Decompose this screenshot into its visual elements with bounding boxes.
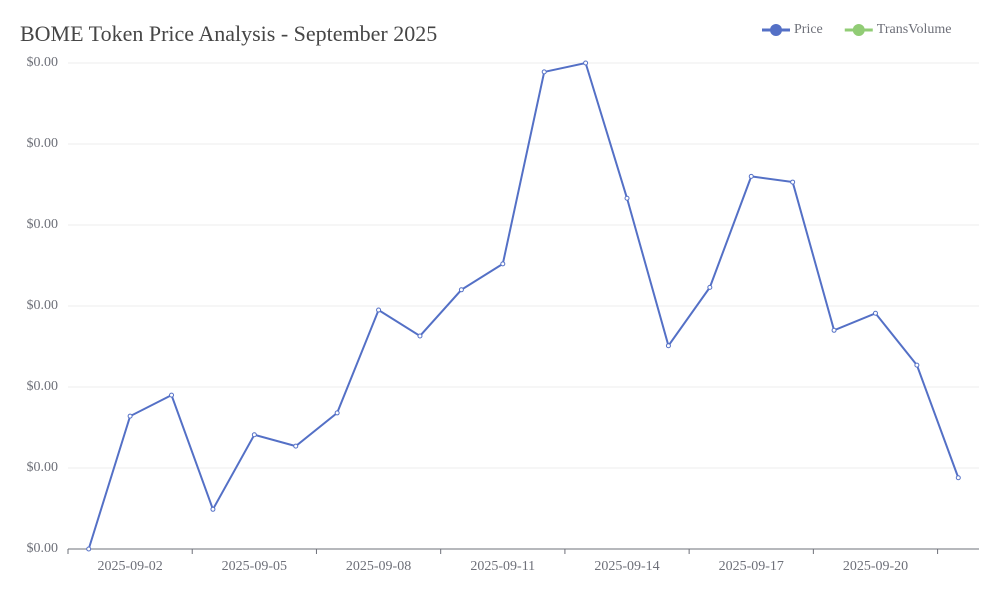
x-tick-label: 2025-09-08 xyxy=(346,559,411,574)
x-tick-label: 2025-09-11 xyxy=(470,559,535,574)
point xyxy=(583,60,589,66)
point xyxy=(458,287,464,293)
point xyxy=(293,443,299,449)
y-tick-label: $0.00 xyxy=(27,136,59,151)
point xyxy=(665,343,671,349)
point xyxy=(707,284,713,290)
legend-label: Price xyxy=(794,22,823,37)
point xyxy=(790,179,796,185)
point xyxy=(376,307,382,313)
x-tick-label: 2025-09-02 xyxy=(97,559,162,574)
point xyxy=(955,475,961,481)
y-tick-label: $0.00 xyxy=(27,217,59,232)
y-tick-label: $0.00 xyxy=(27,55,59,70)
x-tick-label: 2025-09-17 xyxy=(719,559,784,574)
y-tick-label: $0.00 xyxy=(27,298,59,313)
point xyxy=(872,310,878,316)
point xyxy=(748,173,754,179)
point xyxy=(251,432,257,438)
point xyxy=(210,506,216,512)
y-tick-label: $0.00 xyxy=(27,541,59,556)
chart-title: BOME Token Price Analysis - September 20… xyxy=(20,21,437,46)
legend-label: TransVolume xyxy=(877,22,952,37)
y-tick-label: $0.00 xyxy=(27,460,59,475)
point xyxy=(169,392,175,398)
point xyxy=(86,546,92,552)
price-line xyxy=(87,61,960,550)
legend-dot xyxy=(852,24,865,36)
point xyxy=(500,261,506,267)
x-tick-label: 2025-09-14 xyxy=(594,559,659,574)
x-tick-label: 2025-09-05 xyxy=(222,559,287,574)
point xyxy=(417,333,423,339)
point xyxy=(831,327,837,333)
point xyxy=(914,362,920,368)
x-tick-label: 2025-09-20 xyxy=(843,559,908,574)
point xyxy=(127,413,133,419)
y-tick-label: $0.00 xyxy=(27,379,59,394)
point xyxy=(541,69,547,75)
point xyxy=(624,195,630,201)
point xyxy=(334,410,340,416)
legend-dot xyxy=(770,24,782,36)
